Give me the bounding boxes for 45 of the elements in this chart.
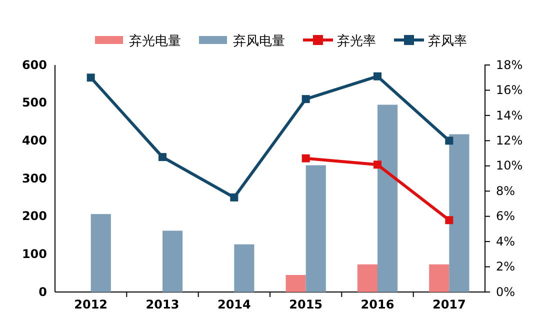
bar	[306, 165, 326, 292]
bar	[90, 214, 111, 292]
point	[158, 153, 166, 162]
y2-tick-label: 2%	[496, 260, 516, 274]
x-tick-label: 2013	[146, 298, 180, 312]
y2-tick-label: 8%	[496, 184, 516, 198]
y-tick-label: 100	[22, 247, 47, 262]
bar	[378, 104, 398, 292]
x-tick-label: 2016	[360, 298, 394, 312]
y2-tick-label: 6%	[496, 209, 516, 224]
point	[374, 72, 382, 80]
y-tick-label: 300	[22, 171, 47, 186]
point	[445, 216, 454, 224]
y2-tick-label: 14%	[496, 108, 523, 122]
bar	[234, 244, 254, 292]
y-tick-label: 200	[22, 209, 47, 224]
point	[230, 193, 238, 202]
y2-tick-label: 16%	[496, 83, 523, 98]
legend-label: 弃光电量	[129, 33, 181, 49]
bar	[162, 230, 183, 292]
point	[374, 160, 382, 169]
bar	[357, 264, 378, 292]
legend-label: 弃风电量	[233, 33, 285, 49]
point	[86, 74, 95, 82]
x-tick-label: 2014	[217, 298, 251, 312]
x-tick-label: 2017	[432, 298, 466, 312]
y2-tick-label: 4%	[496, 234, 516, 248]
y-tick-label: 400	[22, 134, 47, 148]
point	[302, 154, 310, 162]
bar	[286, 274, 306, 292]
point	[302, 95, 310, 104]
bar	[429, 264, 450, 292]
y-tick-label: 500	[22, 96, 47, 110]
bar	[449, 134, 470, 292]
y-tick-label: 0	[38, 284, 47, 299]
y2-tick-label: 0%	[496, 284, 516, 299]
legend-label: 弃风率	[428, 33, 467, 49]
point	[445, 136, 454, 145]
y2-tick-label: 12%	[496, 134, 523, 148]
x-tick-label: 2012	[74, 298, 108, 312]
y2-tick-label: 18%	[496, 58, 523, 72]
x-tick-label: 2015	[289, 298, 323, 312]
legend-label: 弃光率	[337, 33, 376, 49]
y2-tick-label: 10%	[496, 158, 523, 173]
y-tick-label: 600	[22, 58, 47, 72]
